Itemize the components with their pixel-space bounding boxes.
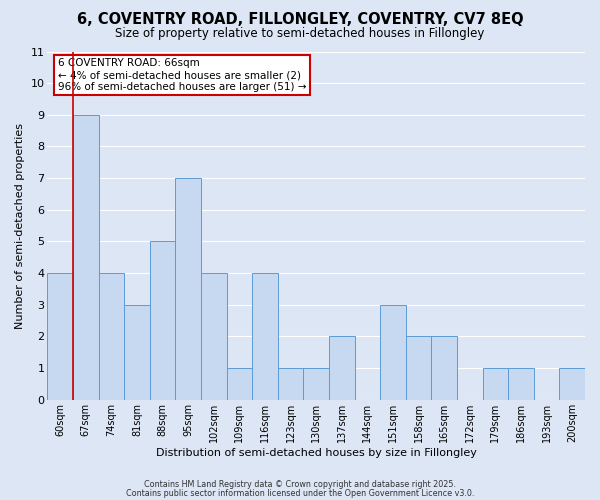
Bar: [73, 115, 98, 400]
Bar: [406, 336, 431, 400]
Bar: [304, 368, 329, 400]
Bar: [175, 178, 201, 400]
Text: 6, COVENTRY ROAD, FILLONGLEY, COVENTRY, CV7 8EQ: 6, COVENTRY ROAD, FILLONGLEY, COVENTRY, …: [77, 12, 523, 28]
Bar: [47, 273, 73, 400]
Bar: [431, 336, 457, 400]
Text: 6 COVENTRY ROAD: 66sqm
← 4% of semi-detached houses are smaller (2)
96% of semi-: 6 COVENTRY ROAD: 66sqm ← 4% of semi-deta…: [58, 58, 307, 92]
X-axis label: Distribution of semi-detached houses by size in Fillongley: Distribution of semi-detached houses by …: [156, 448, 476, 458]
Text: Contains public sector information licensed under the Open Government Licence v3: Contains public sector information licen…: [126, 488, 474, 498]
Text: Contains HM Land Registry data © Crown copyright and database right 2025.: Contains HM Land Registry data © Crown c…: [144, 480, 456, 489]
Bar: [201, 273, 227, 400]
Bar: [252, 273, 278, 400]
Bar: [278, 368, 304, 400]
Bar: [380, 305, 406, 400]
Text: Size of property relative to semi-detached houses in Fillongley: Size of property relative to semi-detach…: [115, 28, 485, 40]
Bar: [508, 368, 534, 400]
Bar: [227, 368, 252, 400]
Bar: [150, 242, 175, 400]
Bar: [329, 336, 355, 400]
Bar: [482, 368, 508, 400]
Y-axis label: Number of semi-detached properties: Number of semi-detached properties: [15, 122, 25, 328]
Bar: [559, 368, 585, 400]
Bar: [98, 273, 124, 400]
Bar: [124, 305, 150, 400]
